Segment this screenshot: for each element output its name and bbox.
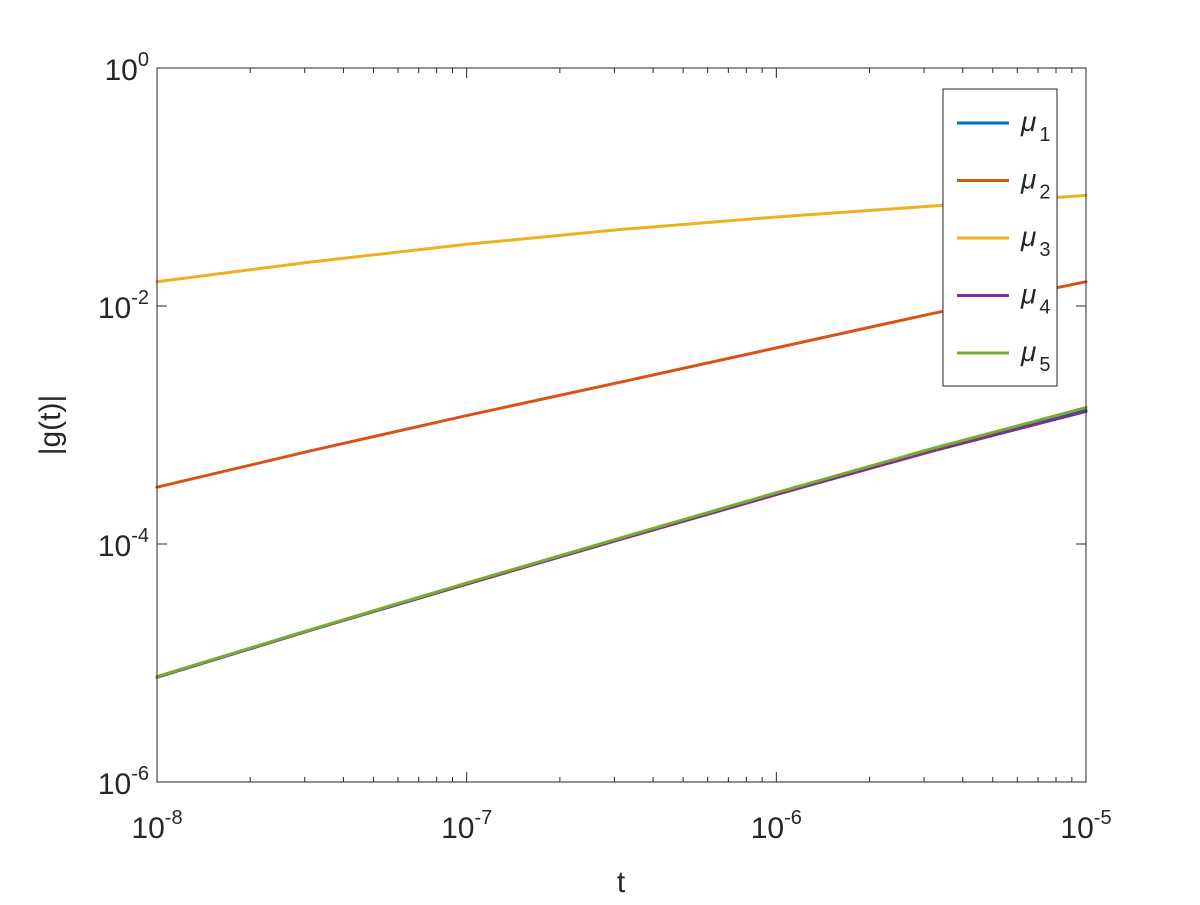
- x-tick-label: 10-5: [1060, 807, 1111, 845]
- plot-background: [157, 68, 1086, 782]
- y-tick-label: 100: [105, 49, 150, 87]
- y-tick-label: 10-4: [98, 525, 149, 563]
- y-tick-label: 10-6: [98, 763, 149, 801]
- x-axis-label: t: [617, 866, 626, 899]
- series-line-mu-3: [155, 193, 1088, 284]
- plot-frame: [156, 67, 1087, 783]
- y-axis-label: |g(t)|: [34, 395, 67, 456]
- series-line-mu-5: [155, 406, 1088, 679]
- series-layer: [155, 193, 1088, 679]
- y-tick-label: 10-2: [98, 287, 149, 325]
- label-layer: 10-8 10-7 10-6 10-5 10-6 10-4 10-2 100: [98, 49, 1112, 845]
- x-tick-label: 10-6: [751, 807, 802, 845]
- legend: μ 1 μ 2 μ 3 μ 4 μ 5: [942, 88, 1058, 387]
- x-tick-label: 10-8: [131, 807, 182, 845]
- series-line-mu-2: [155, 280, 1088, 489]
- x-tick-label: 10-7: [441, 807, 492, 845]
